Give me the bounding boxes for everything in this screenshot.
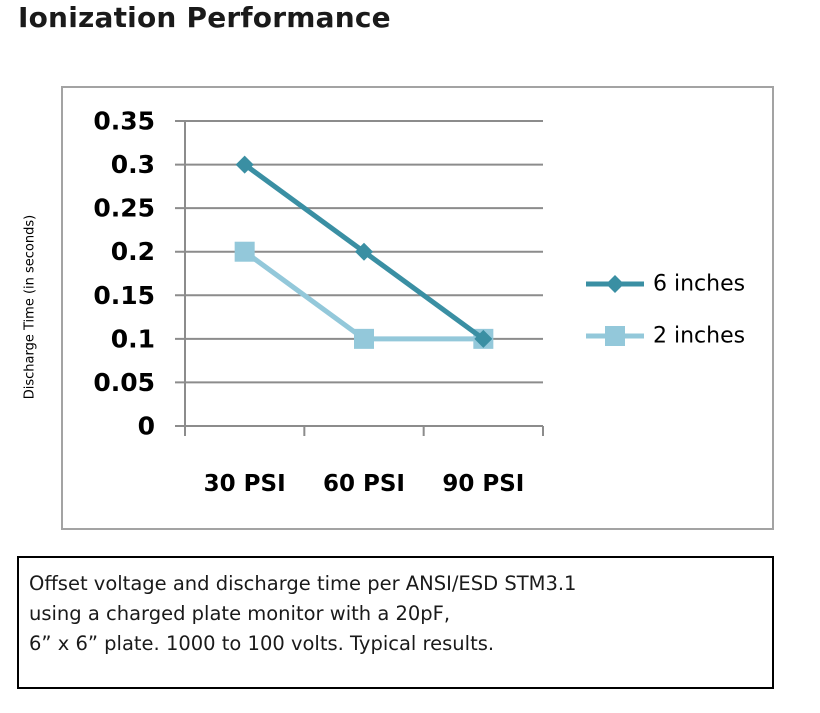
legend-label: 6 inches xyxy=(653,272,745,297)
y-tick-label: 0.15 xyxy=(93,281,155,310)
caption-line: 6” x 6” plate. 1000 to 100 volts. Typica… xyxy=(29,632,495,655)
page-title: Ionization Performance xyxy=(18,1,391,34)
data-point-diamond xyxy=(474,329,493,348)
caption-line: using a charged plate monitor with a 20p… xyxy=(29,602,451,625)
chart-frame xyxy=(61,86,774,530)
data-point-diamond xyxy=(606,275,624,293)
caption-box: Offset voltage and discharge time per AN… xyxy=(17,556,774,689)
legend: 6 inches 2 inches xyxy=(586,272,745,349)
y-tick-label: 0 xyxy=(138,412,155,441)
y-tick-label: 0.25 xyxy=(93,194,155,223)
data-point-diamond xyxy=(235,155,254,174)
data-point-square xyxy=(605,326,625,346)
y-tick-label: 0.1 xyxy=(111,324,155,353)
x-tick-label: 60 PSI xyxy=(323,471,405,497)
data-series xyxy=(234,155,494,349)
y-tick-label: 0.35 xyxy=(93,107,155,136)
legend-label: 2 inches xyxy=(653,324,745,349)
axes: 0 0.05 0.1 0.15 0.2 0.25 0.3 0.35 30 PSI 60 PSI 90… xyxy=(93,107,544,497)
y-tick-label: 0.05 xyxy=(93,368,155,397)
data-point-diamond xyxy=(355,242,373,261)
data-point-square xyxy=(354,328,374,349)
data-point-square xyxy=(234,241,255,262)
x-tick-label: 30 PSI xyxy=(204,471,286,497)
y-axis-label: Discharge Time (in seconds) xyxy=(22,214,38,400)
caption-line: Offset voltage and discharge time per AN… xyxy=(29,572,577,595)
x-tick-label: 90 PSI xyxy=(442,471,524,497)
y-tick-label: 0.3 xyxy=(111,150,155,179)
y-tick-label: 0.2 xyxy=(111,237,155,266)
